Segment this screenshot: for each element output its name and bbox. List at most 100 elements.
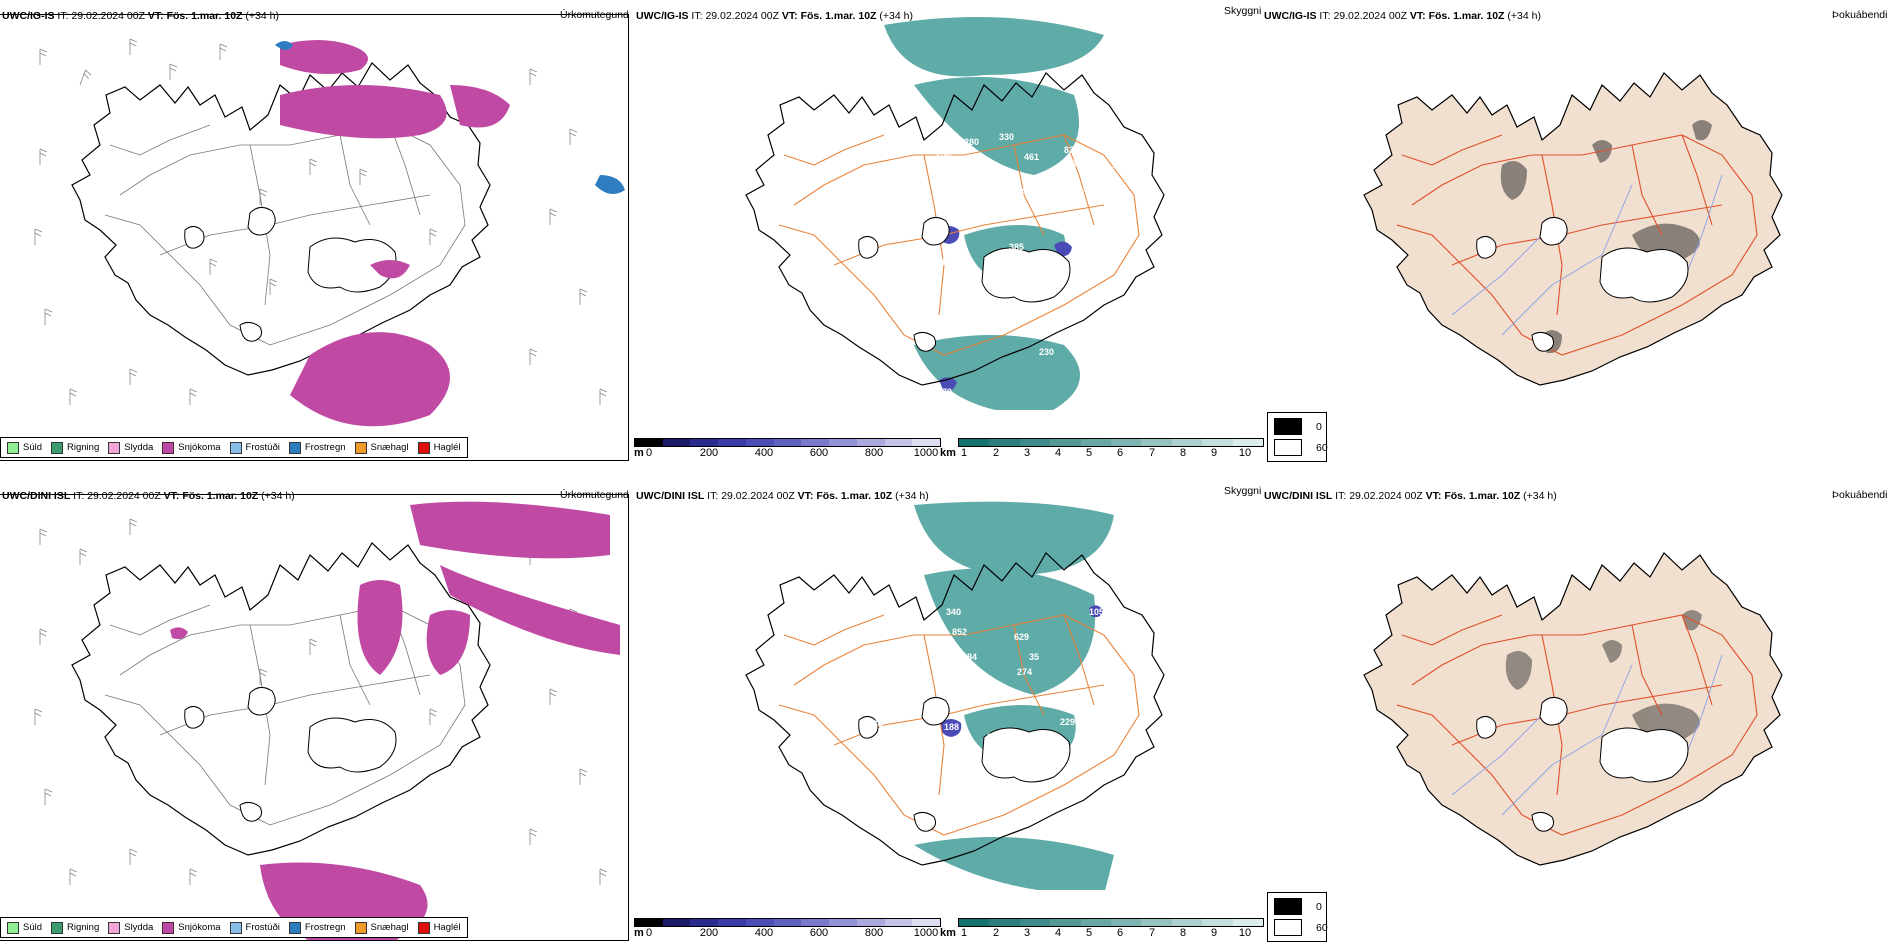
vt-value: Fös. 1.mar. 10Z [1444, 490, 1521, 502]
lead-time: (+34 h) [879, 10, 913, 22]
legend-label: Snjókoma [178, 922, 221, 933]
legend-label: Snæhagl [370, 922, 409, 933]
roads [104, 124, 466, 346]
tick-label: 200 [699, 927, 719, 939]
legend-swatch [108, 921, 121, 934]
tick-label: 1 [960, 927, 968, 939]
legend-label: Rigning [67, 442, 100, 453]
ceiling-colorbar-ramp [634, 918, 941, 927]
lead-time: (+34 h) [895, 490, 929, 502]
legend-swatch [288, 441, 301, 454]
run-header: UWC/DINI ISL IT: 29.02.2024 00Z VT: Fös.… [636, 490, 929, 502]
tick-label: 5 [1085, 447, 1093, 459]
legend-label: Haglél [433, 442, 461, 453]
ceiling-label: 584 [962, 652, 977, 662]
it-value: 29.02.2024 00Z [705, 10, 779, 22]
lead-time: (+34 h) [1507, 10, 1541, 22]
it-value: 29.02.2024 00Z [1349, 490, 1423, 502]
panel-title: Þokuábendi [1832, 489, 1888, 501]
ceiling-unit: m [634, 927, 644, 939]
legend-swatch [417, 921, 430, 934]
ceiling-label: 274 [1017, 667, 1032, 677]
legend-item: Frostregn [288, 921, 346, 934]
panel-title: Skyggni [1224, 5, 1262, 17]
model-name: UWC/DINI ISL [1264, 490, 1333, 502]
vt-label: VT: [1425, 490, 1442, 502]
it-label: IT: [1335, 490, 1347, 502]
it-value: 29.02.2024 00Z [71, 10, 145, 22]
ceiling-value-labels: 340 852 584 629 35 274 105 37 188 307 19… [868, 607, 1134, 742]
tick-label: 6 [1116, 447, 1124, 459]
legend-item: Snæhagl [354, 921, 409, 934]
tick-label: 400 [754, 927, 774, 939]
tick-label: 2 [992, 927, 1000, 939]
ceiling-label: 230 [936, 149, 951, 159]
legend-item: Haglél [417, 921, 461, 934]
precip-legend: Súld Rigning Slydda Snjókoma Frostúði Fr… [0, 437, 468, 458]
cloud-map: 354 280 330 230 461 831 863 900 900 281 … [634, 15, 1262, 410]
fog-legend: 0 60 [1267, 892, 1328, 942]
legend-swatch [229, 921, 242, 934]
visibility-colorbar-ramp [958, 438, 1264, 447]
ceiling-label: 35 [1029, 652, 1039, 662]
fog-swatch [1274, 439, 1302, 456]
fog-swatch [1274, 919, 1302, 936]
legend-swatch [288, 921, 301, 934]
tick-label: 10 [1238, 927, 1252, 939]
legend-item: Frostregn [288, 441, 346, 454]
legend-swatch [162, 441, 175, 454]
legend-item: Snæhagl [354, 441, 409, 454]
model-name: UWC/IG-IS [2, 10, 55, 22]
it-label: IT: [57, 10, 69, 22]
rivers [1451, 654, 1723, 816]
fog-legend-label: 0 [1316, 900, 1322, 913]
ceiling-label: 385 [1009, 242, 1024, 252]
legend-item: Slydda [108, 921, 153, 934]
visibility-unit: km [940, 927, 956, 939]
low-ceiling-areas [940, 605, 1103, 737]
panel-title: Úrkomutegund [560, 489, 629, 501]
ceiling-colorbar-ramp [634, 438, 941, 447]
panel-cloud-top: UWC/IG-IS IT: 29.02.2024 00Z VT: Fös. 1.… [634, 0, 1328, 462]
panel-fog-top: UWC/IG-IS IT: 29.02.2024 00Z VT: Fös. 1.… [1262, 0, 1890, 460]
vt-value: Fös. 1.mar. 10Z [182, 490, 259, 502]
tick-label: 1 [960, 447, 968, 459]
vt-value: Fös. 1.mar. 10Z [816, 490, 893, 502]
snowfall-areas [280, 40, 510, 427]
tick-label: 9 [1210, 927, 1218, 939]
tick-label: 4 [1054, 447, 1062, 459]
legend-swatch [417, 441, 430, 454]
tick-label: 7 [1148, 447, 1156, 459]
legend-label: Slydda [124, 442, 154, 453]
low-visibility-areas [914, 501, 1114, 890]
panel-precip-top: UWC/IG-IS IT: 29.02.2024 00Z VT: Fös. 1.… [0, 0, 629, 461]
legend-label: Haglél [433, 922, 461, 933]
panel-fog-bottom: UWC/DINI ISL IT: 29.02.2024 00Z VT: Fös.… [1262, 480, 1890, 940]
model-name: UWC/IG-IS [636, 10, 689, 22]
tick-label: 800 [864, 447, 884, 459]
it-label: IT: [1319, 10, 1331, 22]
legend-label: Frostúði [245, 922, 280, 933]
tick-label: 200 [699, 447, 719, 459]
tick-label: 7 [1148, 927, 1156, 939]
tick-label: 2 [992, 447, 1000, 459]
legend-swatch [51, 441, 64, 454]
vt-label: VT: [797, 490, 814, 502]
lead-time: (+34 h) [261, 490, 295, 502]
ceiling-label: 900 [966, 177, 981, 187]
rivers [1451, 174, 1723, 336]
model-name: UWC/DINI ISL [636, 490, 705, 502]
legend-label: Snjókoma [178, 442, 221, 453]
ceiling-label: 230 [1039, 347, 1054, 357]
legend-item: Snjókoma [162, 921, 221, 934]
it-value: 29.02.2024 00Z [87, 490, 161, 502]
ceiling-label: 37 [1124, 612, 1134, 622]
ceiling-label: 16 [1027, 267, 1037, 277]
panel-cloud-bottom: UWC/DINI ISL IT: 29.02.2024 00Z VT: Fös.… [634, 480, 1328, 942]
ceiling-label: 229 [1060, 717, 1075, 727]
legend-swatch [229, 441, 242, 454]
ceiling-label: 165 [1074, 732, 1089, 742]
tick-label: 3 [1023, 927, 1031, 939]
ceiling-label: 79 [942, 387, 952, 397]
ceiling-label: 900 [1069, 187, 1084, 197]
